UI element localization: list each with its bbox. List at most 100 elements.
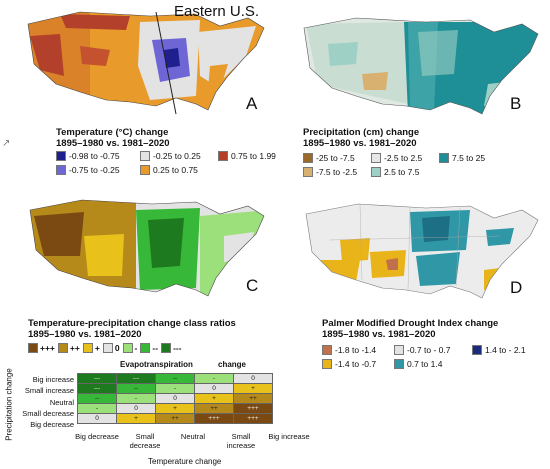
legend-swatch bbox=[140, 343, 151, 353]
legend-item: -0.7 to - 0.7 bbox=[394, 345, 450, 355]
change-label: change bbox=[218, 360, 247, 369]
legend-label: 0 bbox=[114, 343, 120, 353]
matrix-cell: 0 bbox=[155, 393, 195, 404]
matrix-cell: -- bbox=[116, 383, 156, 394]
row-label: Small increase bbox=[24, 386, 74, 395]
map-precipitation-change bbox=[303, 17, 539, 115]
legend-swatch bbox=[28, 343, 38, 353]
legend-item: -1.4 to -0.7 bbox=[322, 359, 376, 369]
col-label: Neutral bbox=[180, 432, 206, 441]
x-axis-label: Temperature change bbox=[148, 457, 222, 466]
legend-label: - bbox=[134, 343, 138, 353]
legend-item: -0.75 to -0.25 bbox=[56, 165, 120, 175]
matrix-cell: +++ bbox=[233, 413, 273, 424]
legend-swatch bbox=[322, 359, 332, 369]
legend-swatch bbox=[371, 153, 381, 163]
legend-item: 2.5 to 7.5 bbox=[371, 167, 419, 177]
matrix-row: 0 + ++ +++ +++ bbox=[77, 413, 273, 424]
legend-item: 0.75 to 1.99 bbox=[218, 151, 276, 161]
legend-label: + bbox=[94, 343, 100, 353]
matrix-cell: -- bbox=[77, 393, 117, 404]
legend-item: -1.8 to -1.4 bbox=[322, 345, 376, 355]
legend-swatch bbox=[82, 343, 93, 353]
panel-letter-c: C bbox=[246, 276, 259, 295]
panel-letter-b: B bbox=[510, 94, 522, 113]
matrix-cell: ++ bbox=[155, 413, 195, 424]
legend-swatch bbox=[57, 343, 68, 353]
row-label: Small decrease bbox=[22, 409, 74, 418]
legend-swatch bbox=[122, 343, 133, 353]
panel-letter-a: A bbox=[246, 94, 258, 113]
eastern-us-annotation: Eastern U.S. bbox=[174, 3, 260, 20]
legend-temperature: -0.98 to -0.75 -0.25 to 0.25 0.75 to 1.9… bbox=[56, 151, 286, 181]
legend-swatch bbox=[140, 151, 150, 161]
col-label: Small decrease bbox=[129, 432, 161, 450]
matrix-cell: - bbox=[77, 403, 117, 414]
matrix-cell: --- bbox=[77, 373, 117, 384]
matrix-cell: - bbox=[194, 373, 234, 384]
legend-class-ratios: +++ ++ + 0 - -- --- bbox=[28, 343, 182, 353]
legend-item: -2.5 to 2.5 bbox=[371, 153, 422, 163]
legend-swatch bbox=[303, 153, 313, 163]
legend-drought-index: -1.8 to -1.4 -0.7 to - 0.7 1.4 to - 2.1 … bbox=[322, 345, 548, 375]
map-drought-index-change bbox=[305, 203, 539, 299]
legend-swatch bbox=[394, 345, 404, 355]
row-label: Neutral bbox=[49, 398, 74, 407]
legend-label: +++ bbox=[40, 343, 55, 353]
legend-item: 0.7 to 1.4 bbox=[394, 359, 442, 369]
matrix-cell: 0 bbox=[233, 373, 273, 384]
col-label: Small increase bbox=[226, 432, 256, 450]
legend-swatch bbox=[303, 167, 313, 177]
row-label: Big decrease bbox=[30, 420, 74, 429]
legend-swatch bbox=[56, 151, 66, 161]
matrix-cell: +++ bbox=[233, 403, 273, 414]
evapotranspiration-label: Evapotranspiration bbox=[120, 360, 193, 369]
row-label: Big increase bbox=[32, 375, 74, 384]
matrix-row: -- -0 + ++ bbox=[77, 393, 273, 404]
legend-swatch bbox=[102, 343, 113, 353]
matrix-row: -0 + ++ +++ bbox=[77, 403, 273, 414]
map-class-ratios bbox=[29, 199, 265, 297]
matrix-cell: + bbox=[155, 403, 195, 414]
legend-label: -- bbox=[152, 343, 159, 353]
legend-label: --- bbox=[173, 343, 182, 353]
legend-label: ++ bbox=[69, 343, 80, 353]
matrix-cell: -- bbox=[155, 373, 195, 384]
legend-swatch bbox=[472, 345, 482, 355]
panel-letter-d: D bbox=[510, 278, 523, 297]
legend-swatch bbox=[439, 153, 449, 163]
matrix-cell: --- bbox=[77, 383, 117, 394]
legend-item: 1.4 to - 2.1 bbox=[472, 345, 526, 355]
matrix-cell: + bbox=[194, 393, 234, 404]
panel-b-title: Precipitation (cm) change 1895–1980 vs. … bbox=[303, 127, 420, 149]
matrix-cell: + bbox=[233, 383, 273, 394]
matrix-cell: - bbox=[116, 393, 156, 404]
legend-precipitation: -25 to -7.5 -2.5 to 2.5 7.5 to 25 -7.5 t… bbox=[303, 153, 548, 183]
matrix-cell: - bbox=[155, 383, 195, 394]
matrix-cell: --- bbox=[116, 373, 156, 384]
matrix-cell: 0 bbox=[77, 413, 117, 424]
legend-item: -7.5 to -2.5 bbox=[303, 167, 357, 177]
legend-item: -25 to -7.5 bbox=[303, 153, 355, 163]
matrix-cell: ++ bbox=[233, 393, 273, 404]
matrix-cell: ++ bbox=[194, 403, 234, 414]
matrix-row: --- -- -0 + bbox=[77, 383, 273, 394]
matrix-cell: +++ bbox=[194, 413, 234, 424]
north-arrow-icon: ↗ bbox=[2, 138, 11, 149]
panel-a-title: Temperature (°C) change 1895–1980 vs. 19… bbox=[56, 127, 170, 149]
matrix-cell: 0 bbox=[116, 403, 156, 414]
ratio-matrix: --- --- -- -0 --- -- -0 + -- -0 + ++ -0 + ++ +++ 0 + ++ +++… bbox=[77, 373, 273, 424]
legend-swatch bbox=[56, 165, 66, 175]
col-label: Big decrease bbox=[75, 432, 119, 441]
panel-d-title: Palmer Modified Drought Index change 189… bbox=[322, 318, 499, 340]
col-label: Big increase bbox=[268, 432, 310, 441]
legend-swatch bbox=[371, 167, 381, 177]
map-temperature-change bbox=[27, 11, 265, 115]
legend-item: 7.5 to 25 bbox=[439, 153, 485, 163]
matrix-cell: 0 bbox=[194, 383, 234, 394]
legend-item: 0.25 to 0.75 bbox=[140, 165, 198, 175]
panel-c-title: Temperature-precipitation change class r… bbox=[28, 318, 236, 340]
legend-swatch bbox=[218, 151, 228, 161]
legend-item: -0.98 to -0.75 bbox=[56, 151, 120, 161]
legend-swatch bbox=[161, 343, 172, 353]
